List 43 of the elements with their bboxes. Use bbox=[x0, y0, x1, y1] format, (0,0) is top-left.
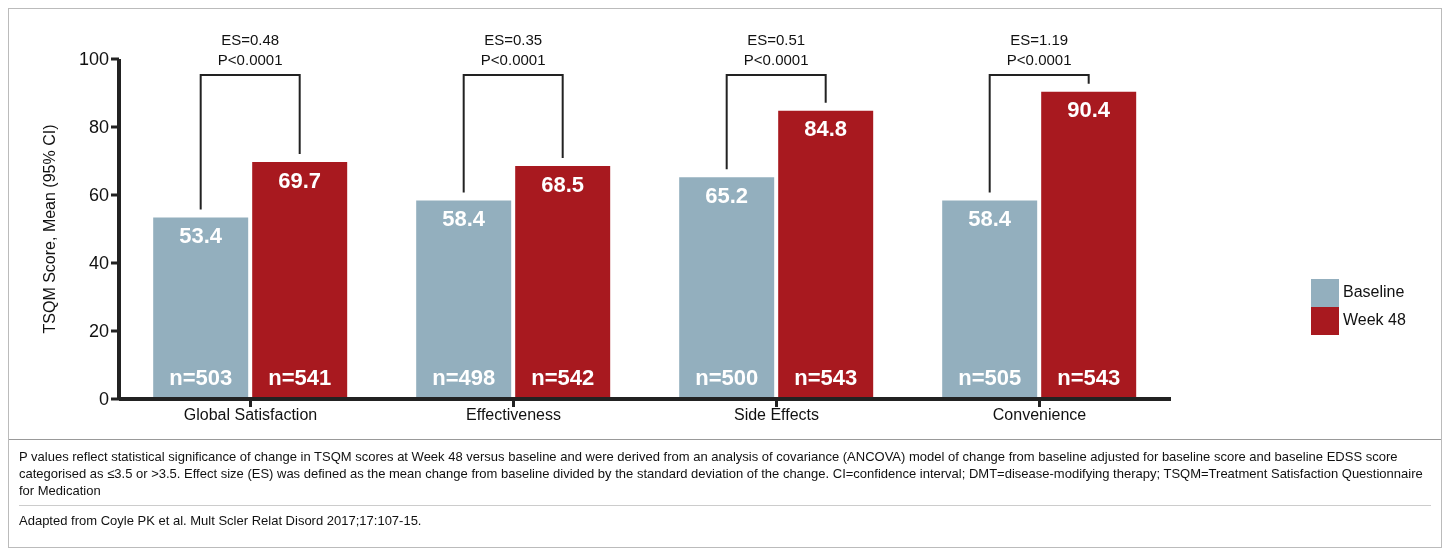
y-axis-title: TSQM Score, Mean (95% CI) bbox=[40, 124, 58, 334]
legend-label: Week 48 bbox=[1343, 311, 1406, 329]
annotation: n=541 bbox=[268, 365, 332, 390]
annotation: n=505 bbox=[958, 365, 1022, 390]
annotation: n=503 bbox=[169, 365, 233, 390]
bar bbox=[679, 177, 775, 399]
x-tick-label: Convenience bbox=[992, 406, 1087, 424]
annotation: ES=1.19 P<0.0001 bbox=[1006, 31, 1072, 68]
annotation: ES=0.51 P<0.0001 bbox=[743, 31, 809, 68]
annotation: n=498 bbox=[432, 365, 496, 390]
text: P values reflect statistical significance of change in TSQM scores at Week 48 versus baseline and were derived from an analysis of covariance (ANCOVA) model of change from baseline adjusted for baseline score and baseline EDSS score categorised as ≤3.5 or >3.5. Effect size (ES) was defined as the mean change from baseline divided by the standard deviation of the change. CI=confidence interval; DMT=disease-modifying therapy; TSQM=Treatment Satisfaction Questionnaire for Medication bbox=[19, 448, 1431, 506]
annotation: n=542 bbox=[531, 365, 595, 390]
data-label: 69.7 bbox=[278, 167, 322, 193]
y-tick-label: 60 bbox=[88, 185, 109, 206]
text: Adapted from Coyle PK et al. Mult Scler Relat Disord 2017;17:107-15. bbox=[19, 512, 423, 530]
bar bbox=[1041, 91, 1137, 399]
bar bbox=[416, 200, 512, 399]
data-label: 58.4 bbox=[968, 206, 1012, 232]
data-label: 65.2 bbox=[705, 182, 749, 208]
bar bbox=[153, 217, 249, 399]
bar bbox=[515, 166, 611, 399]
x-tick-label: Effectiveness bbox=[466, 406, 561, 424]
y-tick-label: 0 bbox=[98, 389, 109, 410]
annotation: ES=0.48 P<0.0001 bbox=[217, 31, 283, 68]
bar bbox=[942, 200, 1038, 399]
data-label: 68.5 bbox=[541, 171, 585, 197]
data-label: 84.8 bbox=[804, 116, 848, 142]
annotation: n=543 bbox=[1057, 365, 1121, 390]
y-tick-label: 40 bbox=[88, 253, 109, 274]
legend-label: Baseline bbox=[1343, 283, 1405, 301]
data-label: 90.4 bbox=[1067, 97, 1111, 123]
annotation: n=543 bbox=[794, 365, 858, 390]
annotation: ES=0.35 P<0.0001 bbox=[480, 31, 546, 68]
bar bbox=[778, 110, 874, 399]
data-label: 53.4 bbox=[179, 223, 223, 249]
y-tick-label: 100 bbox=[78, 49, 109, 70]
y-tick-label: 80 bbox=[88, 117, 109, 138]
data-label: 58.4 bbox=[442, 206, 486, 232]
bar bbox=[252, 162, 348, 399]
x-tick-label: Side Effects bbox=[733, 406, 820, 424]
annotation: n=500 bbox=[695, 365, 759, 390]
y-tick-label: 20 bbox=[88, 321, 109, 342]
x-tick-label: Global Satisfaction bbox=[183, 406, 318, 424]
